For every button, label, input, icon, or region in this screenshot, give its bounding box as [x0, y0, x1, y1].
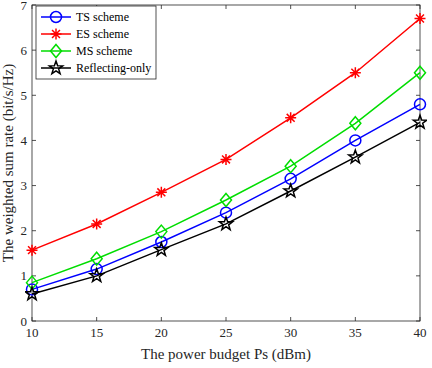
legend-marker [49, 61, 62, 74]
legend-marker [51, 29, 62, 40]
point-marker [155, 243, 168, 256]
point-marker [350, 117, 361, 130]
series-line [32, 122, 420, 294]
x-tick [226, 317, 227, 321]
legend-box [36, 6, 156, 79]
series-line [32, 73, 420, 283]
series [27, 13, 426, 256]
x-tick-label: 20 [155, 325, 168, 340]
x-tick-label: 15 [90, 325, 103, 340]
legend: TS scheme ES scheme MS scheme Reflecting-on… [36, 6, 156, 79]
y-tick [416, 230, 420, 231]
x-tick [96, 317, 97, 321]
legend-marker [51, 45, 62, 58]
y-tick [416, 95, 420, 96]
point-marker [349, 150, 362, 163]
y-axis-label: The weighted sum rate (bit/s/Hz) [0, 64, 17, 262]
legend-line [41, 50, 71, 52]
series [27, 66, 426, 289]
plot-frame [32, 5, 420, 321]
point-marker [285, 112, 296, 123]
y-tick-label: 0 [21, 314, 28, 329]
x-tick-label: 30 [284, 325, 297, 340]
legend-line [41, 16, 71, 18]
series [27, 99, 426, 295]
point-marker [350, 67, 361, 78]
point-marker [90, 269, 103, 282]
legend-line [41, 67, 71, 69]
point-marker [156, 187, 167, 198]
y-tick [416, 185, 420, 186]
y-tick [32, 50, 36, 51]
point-marker [91, 252, 102, 265]
x-tick-label: 25 [220, 325, 233, 340]
point-marker [27, 245, 38, 256]
y-tick [32, 140, 36, 141]
chart: 10 15 20 25 30 35 40 0 1 2 3 4 5 6 7 The power budget P… [0, 0, 432, 368]
point-marker [350, 135, 361, 146]
y-tick [416, 50, 420, 51]
x-tick [161, 5, 162, 9]
y-tick-label: 4 [21, 133, 28, 148]
legend-label: TS scheme [76, 10, 129, 24]
point-marker [221, 194, 232, 207]
point-marker [25, 287, 38, 300]
x-tick [355, 317, 356, 321]
y-tick-label: 3 [21, 178, 28, 193]
point-marker [415, 66, 426, 79]
y-tick [32, 95, 36, 96]
y-tick [416, 140, 420, 141]
x-tick [355, 5, 356, 9]
legend-marker [51, 12, 62, 23]
point-marker [415, 99, 426, 110]
x-tick [226, 5, 227, 9]
plot-bg [32, 5, 420, 321]
point-marker [91, 218, 102, 229]
point-marker [221, 154, 232, 165]
legend-label: MS scheme [76, 44, 132, 58]
y-tick [32, 230, 36, 231]
y-tick-label: 1 [21, 268, 28, 283]
y-tick-label: 7 [21, 0, 28, 13]
y-tick-label: 2 [21, 223, 28, 238]
y-tick [32, 185, 36, 186]
legend-label: Reflecting-only [76, 61, 151, 75]
x-tick-label: 35 [349, 325, 362, 340]
x-tick-label: 10 [26, 325, 39, 340]
point-marker [219, 217, 232, 230]
data-group [25, 13, 426, 300]
y-tick [416, 275, 420, 276]
x-axis-label: The power budget Ps (dBm) [141, 346, 311, 363]
point-marker [285, 160, 296, 173]
y-tick-label: 5 [21, 88, 28, 103]
point-marker [413, 115, 426, 128]
x-tick-label: 40 [414, 325, 427, 340]
x-tick [290, 317, 291, 321]
series-line [32, 19, 420, 251]
point-marker [415, 13, 426, 24]
point-marker [284, 184, 297, 197]
x-tick [161, 317, 162, 321]
legend-label: ES scheme [76, 27, 129, 41]
y-tick-label: 6 [21, 43, 28, 58]
series [25, 115, 426, 299]
x-tick [290, 5, 291, 9]
point-marker [156, 225, 167, 238]
